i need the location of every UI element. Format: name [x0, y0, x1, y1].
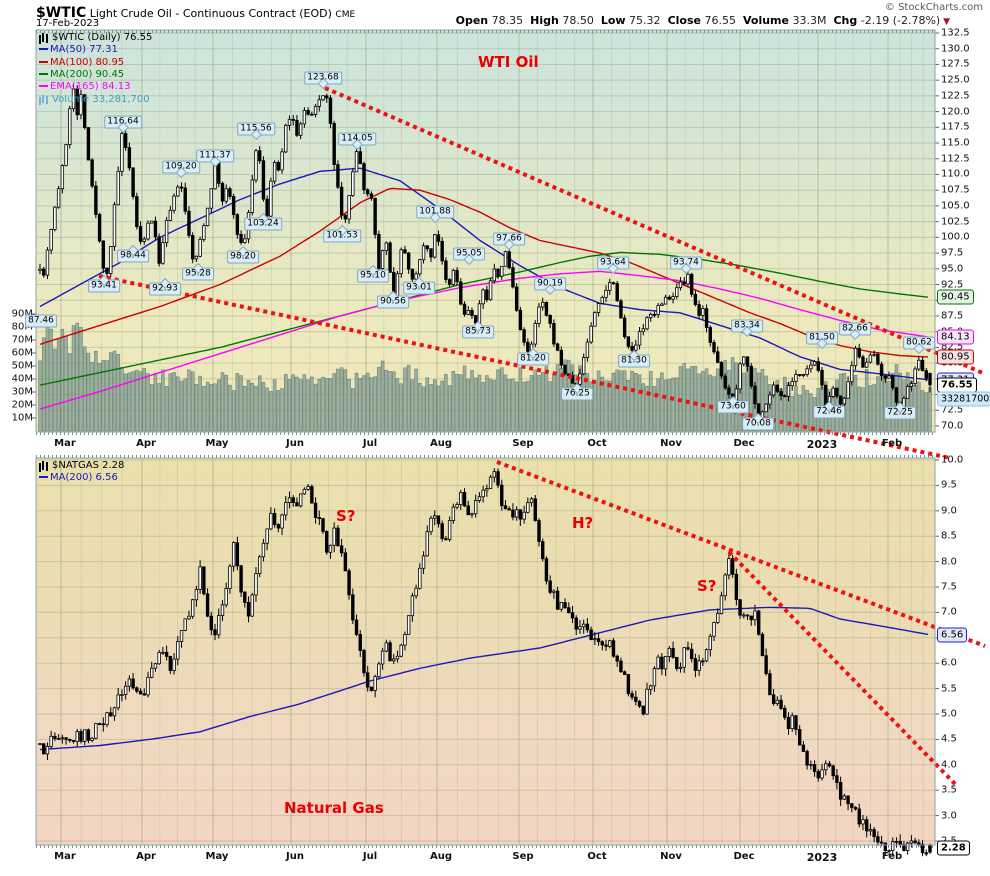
axis-tick-strip — [36, 30, 935, 33]
quote-label: Open — [455, 14, 489, 27]
quote-label: Close — [667, 14, 701, 27]
x-axis-band-bottom — [0, 845, 990, 876]
symbol-label: $WTIC — [36, 5, 87, 21]
quote-label: Volume — [742, 14, 789, 27]
natgas-plot-area — [36, 458, 935, 845]
axis-tick-strip — [36, 845, 935, 848]
x-axis-band-top — [0, 432, 990, 458]
quote-label: High — [530, 14, 559, 27]
quote-bar: Open 78.35 High 78.50 Low 75.32 Close 76.55… — [455, 14, 950, 27]
change-down-icon: ▼ — [940, 17, 950, 27]
axis-tick-strip — [36, 432, 935, 435]
quote-label: Chg — [833, 14, 858, 27]
symbol-description: Light Crude Oil - Continuous Contract (E… — [86, 7, 336, 20]
chart-title: $WTIC Light Crude Oil - Continuous Contr… — [36, 2, 355, 21]
exchange-label: CME — [335, 10, 356, 20]
axis-tick-strip — [36, 455, 935, 458]
chart-date: 17-Feb-2023 — [36, 18, 100, 29]
copyright: © StockCharts.com — [884, 2, 983, 13]
quote-label: Low — [600, 14, 626, 27]
